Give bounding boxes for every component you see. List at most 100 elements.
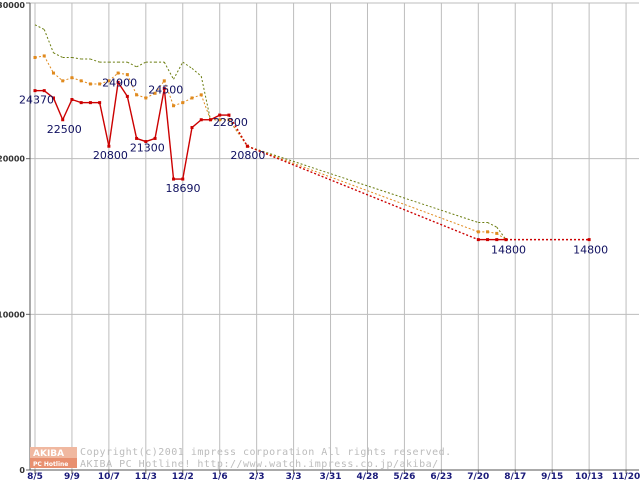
series-low-point	[135, 136, 139, 140]
series-layer	[33, 24, 591, 242]
series-low-segment	[247, 145, 479, 241]
series-average-segment	[62, 77, 73, 82]
logo-top-box	[30, 447, 77, 458]
series-low-segment	[163, 88, 175, 180]
series-average-point	[51, 71, 55, 75]
x-tick-label: 6/23	[430, 472, 452, 480]
x-tick-label: 11/20	[612, 472, 640, 480]
series-low-segment	[191, 119, 202, 129]
series-average-segment	[228, 119, 248, 147]
x-tick-label: 10/7	[98, 472, 120, 480]
data-label: 21300	[130, 141, 165, 154]
series-high-segment	[136, 61, 147, 68]
series-average-point	[79, 79, 83, 83]
series-average-segment	[118, 72, 128, 76]
data-label: 22500	[47, 123, 82, 136]
series-high-segment	[487, 222, 497, 228]
series-average-segment	[247, 145, 479, 233]
x-tick-label: 2/3	[249, 472, 265, 480]
series-low-point	[208, 118, 212, 122]
y-tick-label: 0	[19, 466, 25, 475]
x-tick-label: 12/2	[172, 472, 194, 480]
series-low-segment	[126, 96, 138, 139]
x-tick-label: 3/31	[319, 472, 341, 480]
series-low-point	[181, 177, 185, 181]
series-average-segment	[34, 55, 45, 58]
series-average-segment	[496, 232, 507, 241]
akiba-logo: AKIBA PC Hotline	[30, 447, 77, 468]
series-average-point	[227, 118, 231, 122]
series-high-segment	[173, 61, 184, 80]
series-average-point	[107, 79, 111, 83]
series-low-segment	[52, 97, 64, 121]
series-low-point	[33, 89, 37, 93]
series-high-segment	[90, 58, 100, 63]
series-average-point	[125, 73, 129, 77]
series-average-point	[218, 118, 222, 122]
series-low-point	[218, 113, 222, 117]
series-average-segment	[182, 97, 193, 104]
x-tick-label: 9/15	[541, 472, 563, 480]
series-low-point	[70, 98, 74, 102]
series-average-point	[144, 96, 148, 100]
x-tick-label: 10/13	[575, 472, 603, 480]
series-high-segment	[247, 145, 479, 223]
series-average-point	[199, 93, 203, 97]
series-high-segment	[71, 56, 82, 60]
series-low-point	[486, 238, 490, 242]
y-tick-label: 20000	[0, 155, 25, 164]
series-low-point	[51, 96, 55, 100]
x-tick-label: 3/3	[286, 472, 302, 480]
series-low	[33, 80, 591, 242]
series-high-segment	[163, 61, 174, 80]
x-tick-label: 7/20	[467, 472, 489, 480]
y-tick-label: 10000	[0, 310, 25, 319]
x-tick-label: 11/3	[135, 472, 157, 480]
data-label: 14800	[491, 244, 526, 257]
series-low-segment	[71, 98, 82, 104]
series-low-point	[144, 140, 148, 144]
series-low-segment	[117, 82, 128, 97]
y-tick-label: 30000	[0, 1, 25, 10]
axes	[26, 2, 639, 474]
series-average-segment	[99, 80, 110, 85]
series-low-point	[116, 80, 120, 84]
series-low-point	[79, 101, 83, 105]
series-average-point	[153, 91, 157, 95]
series-low-segment	[108, 82, 119, 147]
series-low-point	[153, 136, 157, 140]
data-label: 24370	[19, 94, 54, 107]
series-low-point	[98, 101, 102, 105]
logo-bottom-box	[30, 458, 77, 468]
series-high-segment	[182, 61, 193, 69]
series-low-point	[61, 118, 65, 122]
series-average-point	[162, 79, 166, 83]
series-average-point	[61, 79, 65, 83]
series-average-point	[172, 104, 176, 108]
x-tick-label: 4/28	[356, 472, 378, 480]
grid	[30, 2, 639, 471]
x-tick-label: 5/26	[393, 472, 415, 480]
series-low-point	[587, 238, 591, 242]
series-low-segment	[182, 127, 193, 180]
x-tick-label: 1/6	[212, 472, 228, 480]
series-average-point	[190, 96, 194, 100]
series-low-point	[245, 144, 249, 148]
series-average-point	[70, 76, 74, 80]
data-label: 20800	[93, 149, 128, 162]
series-low-point	[199, 118, 203, 122]
series-low-point	[227, 113, 231, 117]
series-low-point	[88, 101, 92, 105]
data-label: 14800	[573, 244, 608, 257]
x-tick-label: 9/9	[64, 472, 80, 480]
series-high-segment	[43, 29, 54, 53]
series-high-segment	[34, 24, 45, 30]
series-average-segment	[136, 94, 146, 99]
series-high-segment	[200, 76, 211, 120]
series-average-segment	[71, 77, 82, 82]
series-average-segment	[43, 55, 54, 74]
series-low-point	[476, 238, 480, 242]
x-axis-labels: 8/5 9/9 10/7 11/3 12/2 1/6 2/3 3/3 3/31 4/28 5/26 6…	[27, 472, 640, 480]
y-axis-labels: 0 10000 20000 30000	[0, 1, 25, 475]
